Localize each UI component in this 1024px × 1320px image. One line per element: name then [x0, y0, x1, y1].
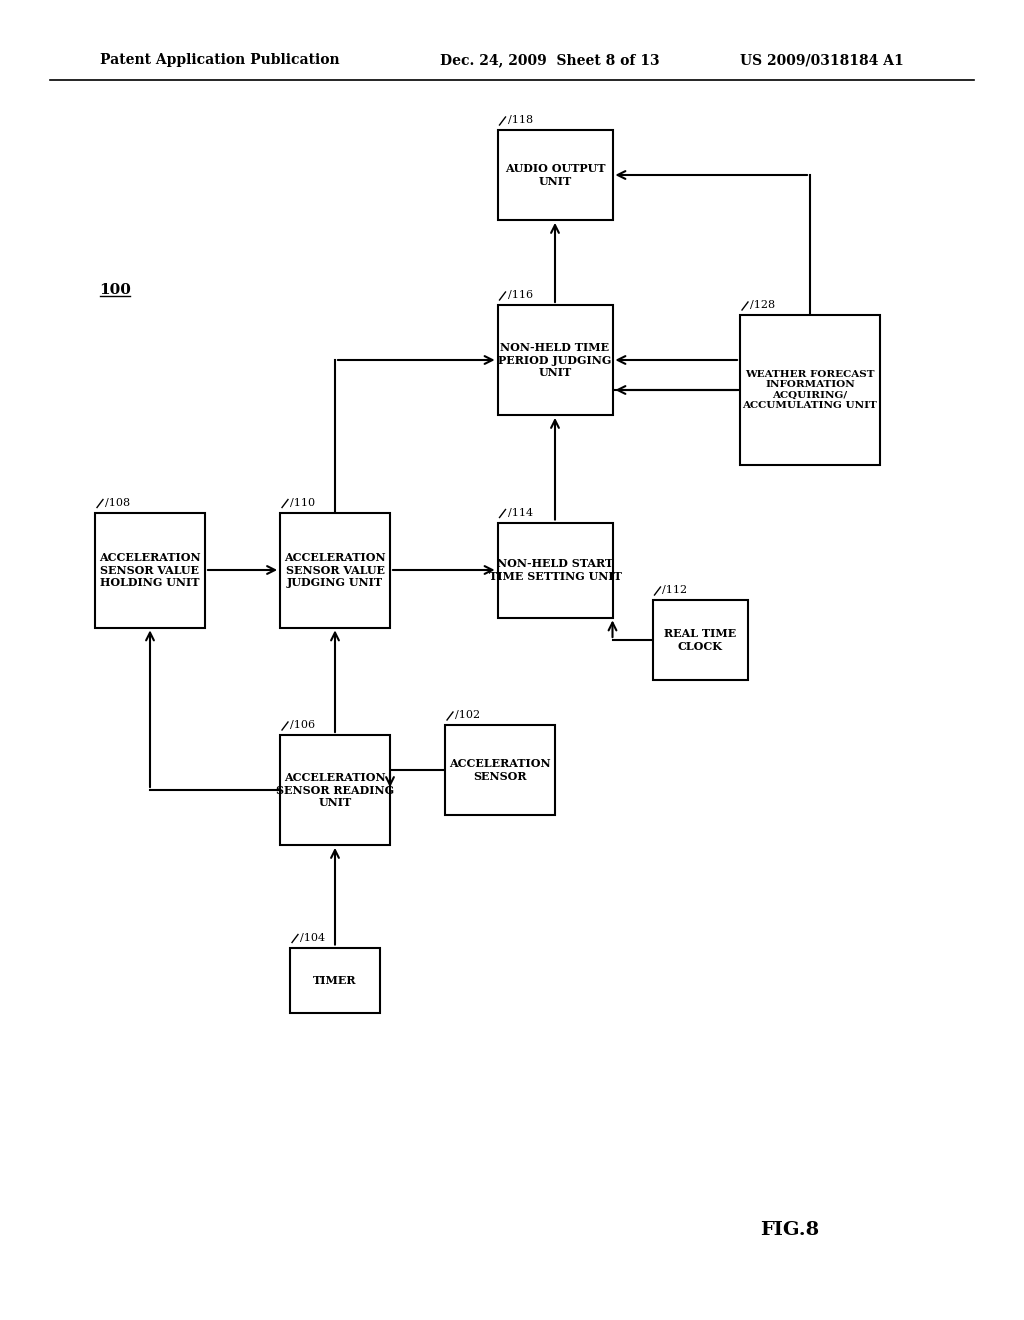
Bar [280, 735, 390, 845]
Bar [498, 305, 612, 414]
Text: NON-HELD TIME
PERIOD JUDGING
UNIT: NON-HELD TIME PERIOD JUDGING UNIT [499, 342, 611, 379]
Text: FIG.8: FIG.8 [761, 1221, 819, 1239]
Text: ∕112: ∕112 [663, 585, 688, 595]
Bar [740, 315, 880, 465]
Text: ∕114: ∕114 [508, 507, 532, 517]
Bar [498, 129, 612, 220]
Text: NON-HELD START
TIME SETTING UNIT: NON-HELD START TIME SETTING UNIT [488, 558, 622, 582]
Text: Patent Application Publication: Patent Application Publication [100, 53, 340, 67]
Text: ∕118: ∕118 [508, 115, 532, 125]
Text: ∕116: ∕116 [508, 290, 532, 300]
Bar [290, 948, 380, 1012]
Text: ∕110: ∕110 [290, 498, 315, 507]
Text: ACCELERATION
SENSOR VALUE
JUDGING UNIT: ACCELERATION SENSOR VALUE JUDGING UNIT [285, 552, 386, 589]
Bar [498, 523, 612, 618]
Text: ACCELERATION
SENSOR READING
UNIT: ACCELERATION SENSOR READING UNIT [275, 772, 394, 808]
Text: US 2009/0318184 A1: US 2009/0318184 A1 [740, 53, 904, 67]
Text: ∕108: ∕108 [105, 498, 130, 507]
Text: WEATHER FORECAST
INFORMATION
ACQUIRING/
ACCUMULATING UNIT: WEATHER FORECAST INFORMATION ACQUIRING/ … [742, 370, 878, 411]
Text: ∕102: ∕102 [455, 710, 480, 719]
Bar [95, 512, 205, 627]
Text: Dec. 24, 2009  Sheet 8 of 13: Dec. 24, 2009 Sheet 8 of 13 [440, 53, 659, 67]
Text: ACCELERATION
SENSOR VALUE
HOLDING UNIT: ACCELERATION SENSOR VALUE HOLDING UNIT [99, 552, 201, 589]
Text: ∕128: ∕128 [750, 300, 775, 310]
Bar [652, 601, 748, 680]
Text: AUDIO OUTPUT
UNIT: AUDIO OUTPUT UNIT [505, 164, 605, 187]
Text: ∕104: ∕104 [300, 932, 326, 942]
Text: TIMER: TIMER [313, 974, 356, 986]
Text: ∕106: ∕106 [290, 719, 315, 730]
Text: ACCELERATION
SENSOR: ACCELERATION SENSOR [450, 758, 551, 781]
Bar [445, 725, 555, 814]
Text: 100: 100 [99, 282, 131, 297]
Bar [280, 512, 390, 627]
Text: REAL TIME
CLOCK: REAL TIME CLOCK [664, 628, 736, 652]
